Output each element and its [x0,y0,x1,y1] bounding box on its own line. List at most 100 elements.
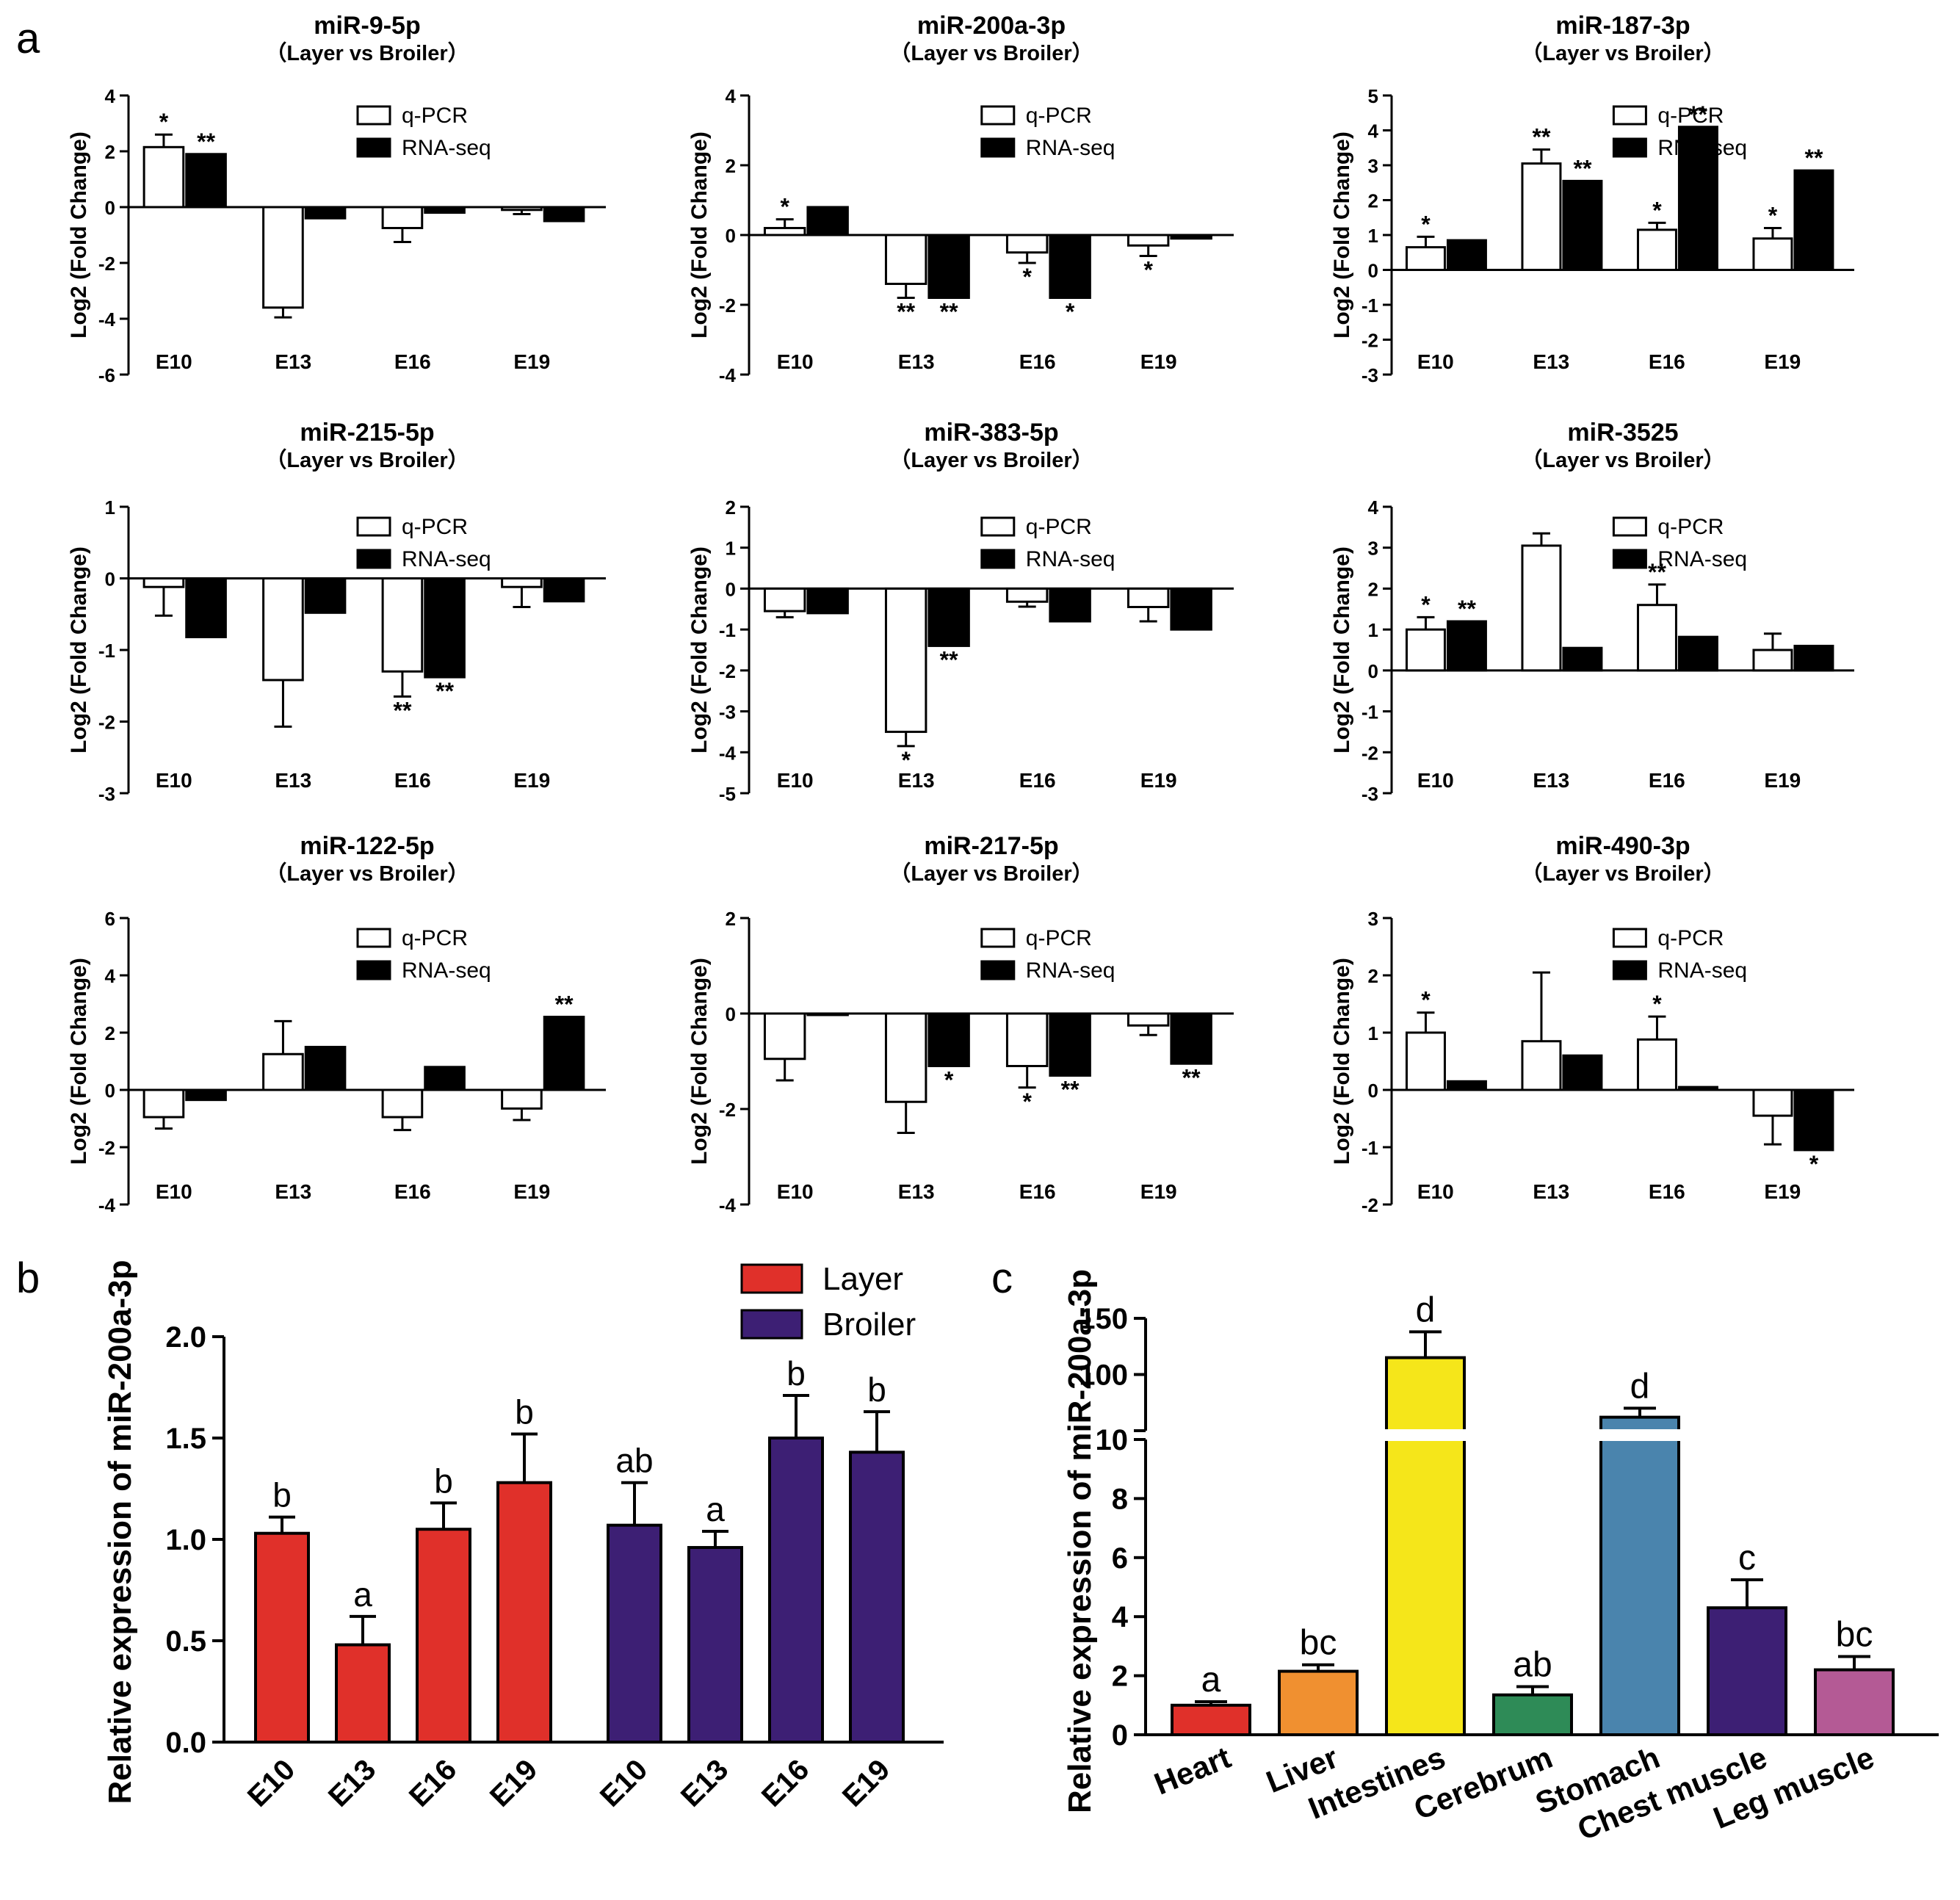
chart-miR-9-5p: miR-9-5p（Layer vs Broiler） 4 2 0 -2 -4 -6 Log2 … [67,12,606,386]
y-tick-label: 2 [726,155,736,177]
y-tick-label: 1.0 [165,1524,206,1556]
significance-mark: * [1143,257,1153,283]
bar-qpcr [262,577,304,682]
bar-qpcr [262,1052,304,1091]
group-letter: b [786,1354,806,1393]
chart-miR-383-5p: miR-383-5p（Layer vs Broiler） 2 1 0 -1 -2 -3 -4 -… [687,419,1234,805]
legend-label: RNA-seq [1657,547,1747,571]
x-tick-label: E13 [322,1753,382,1813]
chart-subtitle: （Layer vs Broiler） [265,861,469,886]
y-tick-label: 5 [1368,85,1378,107]
bar-qpcr [381,206,424,229]
bar-rnaseq [543,577,585,603]
bar-layer [254,1531,310,1744]
x-tick-label: E10 [777,1180,814,1203]
y-tick-label: -5 [719,783,736,805]
y-tick-label: 4 [1368,496,1379,519]
y-tick-label: -2 [1361,1194,1378,1216]
chart-subtitle: （Layer vs Broiler） [889,861,1093,886]
bar-qpcr [1005,1012,1049,1067]
y-tick-label: 4 [105,965,116,987]
legend-swatch [1612,137,1647,158]
bar-qpcr [763,227,806,236]
legend-label: q-PCR [1026,515,1092,539]
group-letter: b [867,1370,886,1409]
y-tick-label: 8 [1112,1483,1128,1515]
legend-label: RNA-seq [402,136,491,160]
y-tick-label: -2 [719,660,736,682]
significance-mark: * [1421,211,1431,237]
y-axis-label: Relative expression of miR-200a-3p [1062,1269,1098,1813]
y-tick-label: 4 [726,85,737,107]
chart-miR-200a-3p: miR-200a-3p（Layer vs Broiler） 4 2 0 -2 -4 Log2… [687,12,1234,386]
y-tick-label: 1 [726,538,736,560]
y-tick-label: -1 [719,619,736,641]
chart-subtitle: （Layer vs Broiler） [1521,448,1724,472]
y-tick-label: -3 [719,701,736,723]
legend-swatch [356,516,391,537]
y-tick-label: -3 [98,783,115,805]
significance-mark: ** [1061,1077,1080,1103]
bar-rnaseq [1562,179,1603,271]
y-tick-label: -1 [98,640,115,662]
x-tick-label: E13 [1533,769,1569,792]
x-tick-label: E10 [1417,769,1454,792]
y-tick-label: 3 [1368,908,1378,930]
y-tick-label: 10 [1096,1424,1129,1456]
x-tick-label: E19 [1140,769,1177,792]
bar-qpcr [1636,604,1677,672]
x-tick-label: E16 [1019,1180,1056,1203]
bar-intestines [1385,1356,1466,1737]
bar-chest-muscle [1707,1606,1787,1736]
group-letter: d [1416,1290,1436,1329]
significance-mark: ** [940,299,958,325]
x-tick-label: E19 [1764,1180,1801,1203]
chart-title: miR-9-5p [314,12,420,40]
chart-subtitle: （Layer vs Broiler） [265,448,469,472]
bar-rnaseq [1677,635,1718,672]
y-tick-label: 0 [1368,1080,1378,1102]
chart-subtitle: （Layer vs Broiler） [265,41,469,65]
y-tick-label: 4 [1112,1601,1129,1633]
y-tick-label: -1 [1361,295,1378,317]
legend-swatch [980,960,1016,980]
bar-broiler [607,1523,662,1744]
bar-layer [416,1528,471,1744]
x-tick-label: E13 [275,769,311,792]
bar-qpcr [262,206,304,309]
chart-title: miR-215-5p [300,419,434,447]
bar-qpcr [501,577,543,588]
bar-qpcr [501,206,543,212]
legend-label: q-PCR [402,104,468,128]
y-tick-label: 0 [726,225,736,247]
bar-qpcr [884,587,927,733]
y-tick-label: 150 [1079,1303,1128,1335]
bar-qpcr [1521,162,1562,271]
x-tick-label: E19 [1764,769,1801,792]
legend-swatch [1612,928,1647,948]
bar-rnaseq [927,587,970,647]
x-tick-label: E13 [898,769,935,792]
chart-title: miR-490-3p [1555,832,1690,860]
y-tick-label: 2 [105,1022,115,1044]
significance-mark: * [1421,987,1431,1014]
y-tick-label: 0 [105,1080,115,1102]
legend-label: RNA-seq [402,547,491,571]
y-tick-label: -4 [719,364,737,386]
y-axis-label: Log2 (Fold Change) [687,131,712,339]
legend-swatch [740,1263,803,1294]
bar-rnaseq [1446,1080,1487,1091]
legend-label: RNA-seq [1657,136,1747,160]
y-tick-label: 2 [1368,965,1378,987]
y-tick-label: 2 [105,141,115,163]
panel-label-a: a [16,15,40,62]
y-tick-label: 6 [1112,1542,1128,1575]
y-tick-label: -2 [98,1137,115,1159]
legend-swatch [356,928,391,948]
significance-mark: * [901,747,911,773]
significance-mark: ** [1533,124,1551,151]
x-tick-label: E16 [394,350,431,373]
bar-leg-muscle [1814,1668,1895,1737]
bar-rnaseq [1793,1088,1834,1152]
y-tick-label: 100 [1079,1359,1128,1392]
